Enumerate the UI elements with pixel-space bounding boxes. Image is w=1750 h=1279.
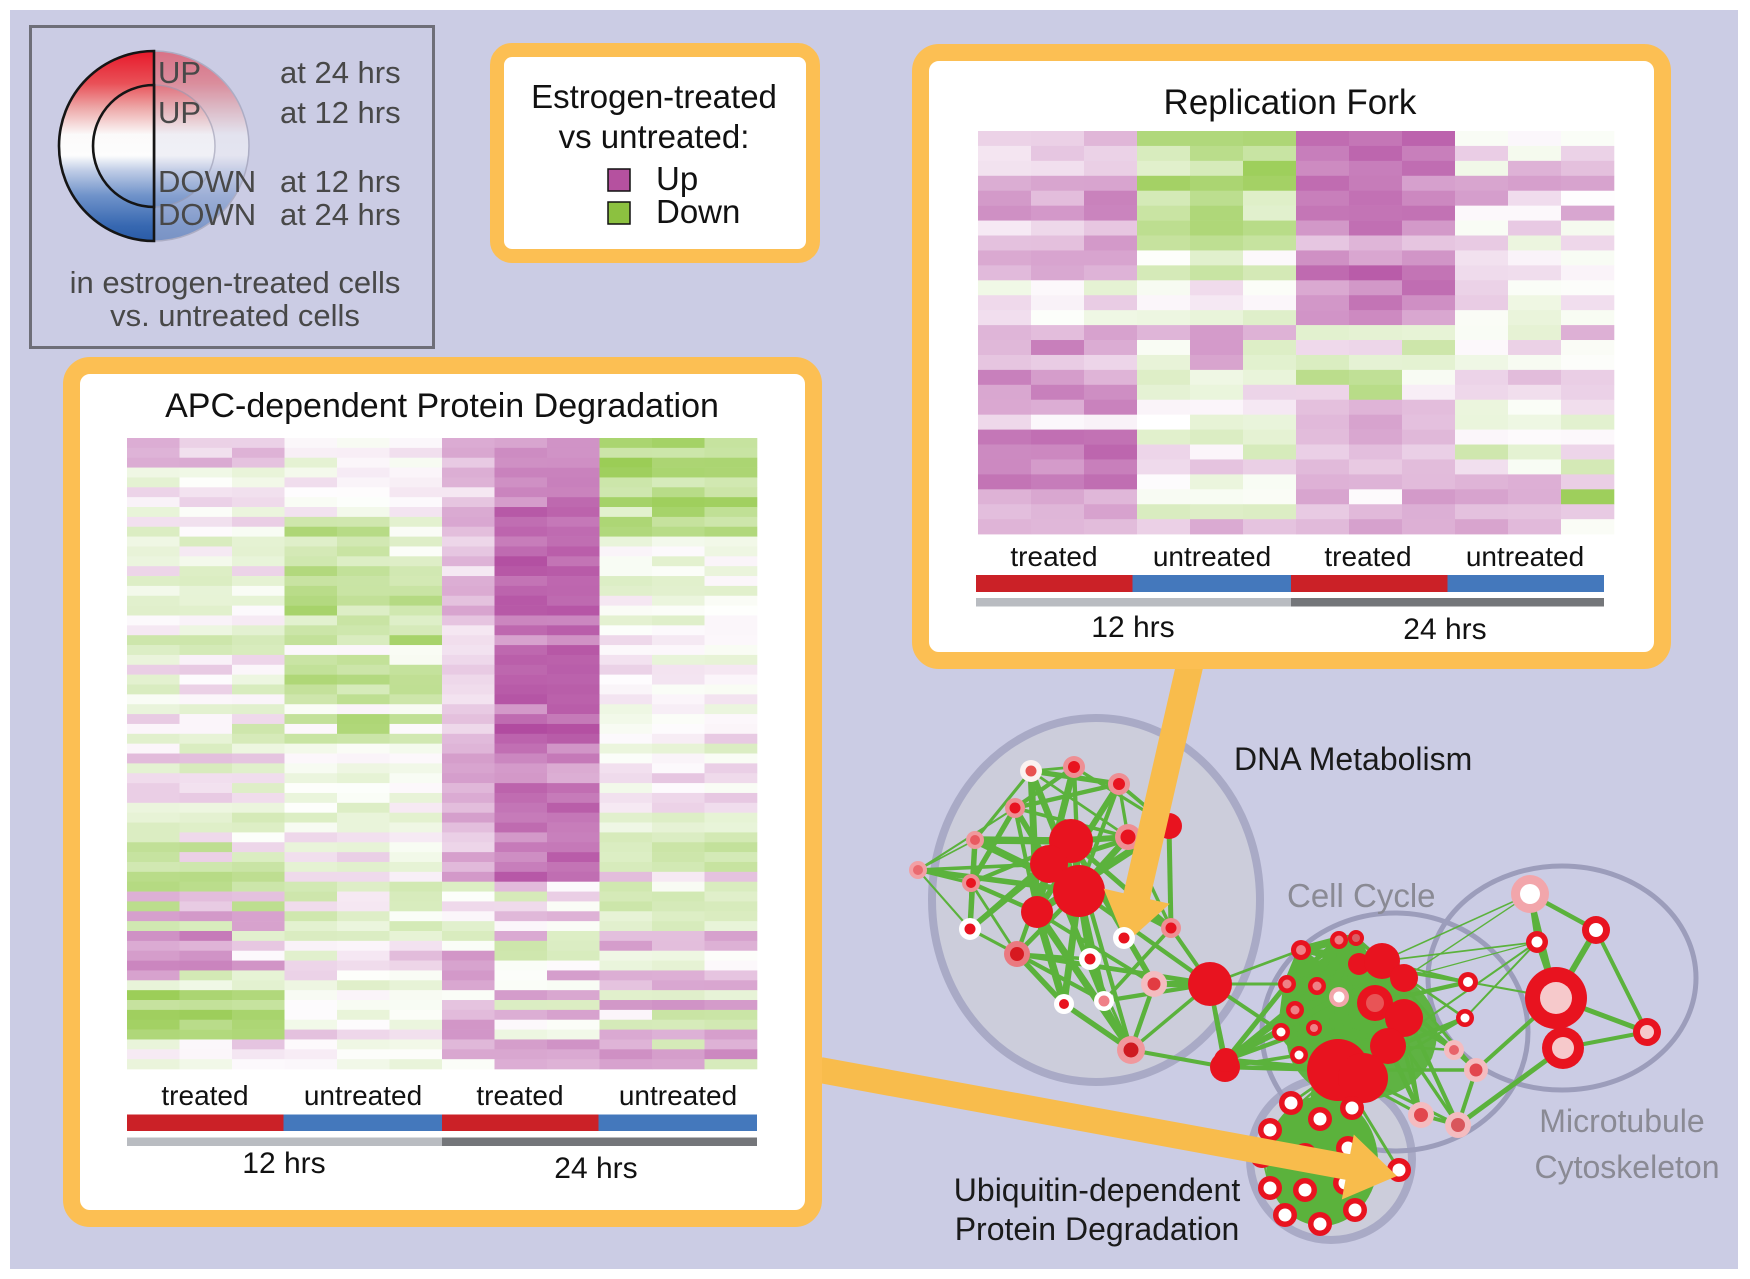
svg-text:Protein Degradation: Protein Degradation bbox=[955, 1211, 1240, 1247]
svg-text:Replication Fork: Replication Fork bbox=[1164, 83, 1417, 122]
svg-text:at 24 hrs: at 24 hrs bbox=[280, 55, 401, 90]
svg-text:Estrogen-treated: Estrogen-treated bbox=[531, 78, 777, 115]
svg-text:vs. untreated cells: vs. untreated cells bbox=[110, 298, 360, 333]
svg-text:vs untreated:: vs untreated: bbox=[559, 118, 750, 155]
svg-text:at 24 hrs: at 24 hrs bbox=[280, 197, 401, 232]
svg-text:untreated: untreated bbox=[304, 1080, 422, 1111]
svg-text:at 12 hrs: at 12 hrs bbox=[280, 95, 401, 130]
svg-text:treated: treated bbox=[1010, 541, 1097, 572]
svg-text:treated: treated bbox=[476, 1080, 563, 1111]
svg-text:untreated: untreated bbox=[1466, 541, 1584, 572]
svg-text:treated: treated bbox=[161, 1080, 248, 1111]
svg-text:at 12 hrs: at 12 hrs bbox=[280, 164, 401, 199]
svg-text:untreated: untreated bbox=[619, 1080, 737, 1111]
svg-text:12 hrs: 12 hrs bbox=[1091, 611, 1174, 644]
svg-text:24 hrs: 24 hrs bbox=[554, 1152, 637, 1185]
svg-text:24 hrs: 24 hrs bbox=[1403, 613, 1486, 646]
svg-text:12 hrs: 12 hrs bbox=[242, 1147, 325, 1180]
svg-text:Up: Up bbox=[656, 160, 698, 197]
svg-text:Cell Cycle: Cell Cycle bbox=[1287, 877, 1436, 914]
svg-text:DOWN: DOWN bbox=[158, 164, 256, 199]
svg-text:APC-dependent Protein Degradat: APC-dependent Protein Degradation bbox=[165, 387, 719, 425]
svg-text:DOWN: DOWN bbox=[158, 197, 256, 232]
svg-text:untreated: untreated bbox=[1153, 541, 1271, 572]
svg-text:Cytoskeleton: Cytoskeleton bbox=[1535, 1149, 1720, 1185]
svg-text:Microtubule: Microtubule bbox=[1539, 1103, 1704, 1139]
svg-text:Ubiquitin-dependent: Ubiquitin-dependent bbox=[954, 1172, 1241, 1208]
svg-text:treated: treated bbox=[1324, 541, 1411, 572]
svg-text:Down: Down bbox=[656, 193, 740, 230]
svg-text:UP: UP bbox=[158, 55, 201, 90]
svg-text:in estrogen-treated cells: in estrogen-treated cells bbox=[70, 265, 401, 300]
svg-text:UP: UP bbox=[158, 95, 201, 130]
svg-text:DNA Metabolism: DNA Metabolism bbox=[1234, 741, 1472, 777]
